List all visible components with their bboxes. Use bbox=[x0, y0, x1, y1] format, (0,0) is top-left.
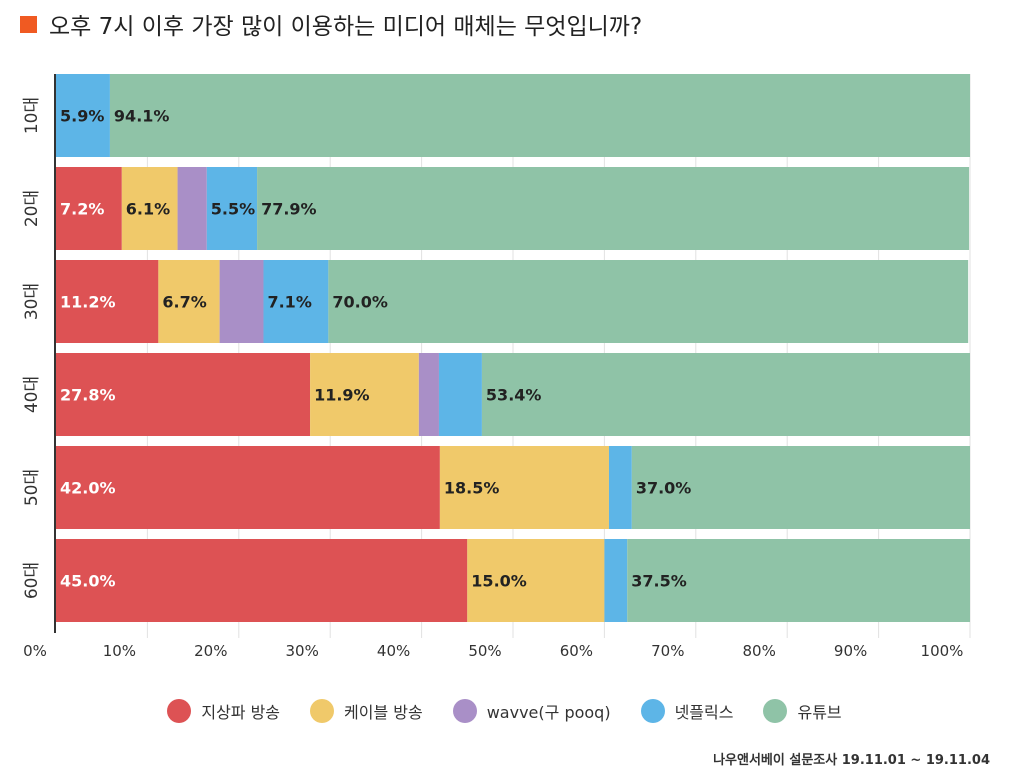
bar-segment bbox=[206, 167, 258, 250]
chart-legend: 지상파 방송 케이블 방송 wavve(구 pooq) 넷플릭스 유튜브 bbox=[0, 696, 1009, 726]
x-tick-label: 80% bbox=[743, 642, 776, 660]
data-label: 11.9% bbox=[314, 386, 370, 405]
bar-segment bbox=[310, 353, 419, 436]
category-label: 60대 bbox=[22, 562, 42, 599]
legend-label: 케이블 방송 bbox=[344, 703, 423, 722]
data-label: 37.0% bbox=[636, 479, 692, 498]
chart-title: 오후 7시 이후 가장 많이 이용하는 미디어 매체는 무엇입니까? bbox=[49, 14, 643, 40]
bar-segment bbox=[608, 446, 632, 529]
legend-swatch bbox=[452, 699, 477, 723]
x-tick-label: 70% bbox=[651, 642, 684, 660]
data-label: 5.9% bbox=[60, 107, 104, 126]
legend-label: 유튜브 bbox=[797, 703, 842, 722]
legend-item: wavve(구 pooq) bbox=[452, 699, 611, 723]
category-label: 10대 bbox=[22, 97, 42, 134]
legend-label: 넷플릭스 bbox=[674, 703, 734, 722]
category-label: 30대 bbox=[22, 283, 42, 320]
bar-segment bbox=[627, 539, 970, 622]
legend-swatch bbox=[763, 699, 788, 723]
category-label: 20대 bbox=[22, 190, 42, 227]
legend-item: 넷플릭스 bbox=[640, 699, 734, 723]
x-tick-label: 100% bbox=[921, 642, 964, 660]
legend-label: wavve(구 pooq) bbox=[486, 703, 611, 722]
data-label: 7.2% bbox=[60, 200, 104, 219]
bar-segment bbox=[177, 167, 207, 250]
data-label: 11.2% bbox=[60, 293, 116, 312]
x-tick-label: 90% bbox=[834, 642, 867, 660]
bar-segment bbox=[56, 353, 311, 436]
bar-segment bbox=[56, 446, 440, 529]
bar-segment bbox=[418, 353, 439, 436]
bar-segment bbox=[121, 167, 178, 250]
source-note: 나우앤서베이 설문조사 19.11.01 ~ 19.11.04 bbox=[713, 753, 990, 768]
bar-segment bbox=[56, 167, 122, 250]
bar-segment bbox=[56, 260, 159, 343]
legend-swatch bbox=[310, 699, 335, 723]
title-square-icon bbox=[20, 15, 37, 33]
data-label: 7.1% bbox=[267, 293, 311, 312]
chart-title-wrap: 오후 7시 이후 가장 많이 이용하는 미디어 매체는 무엇입니까? bbox=[20, 8, 642, 40]
data-label: 53.4% bbox=[486, 386, 542, 405]
bar-segment bbox=[328, 260, 969, 343]
x-tick-label: 0% bbox=[23, 642, 47, 660]
data-label: 42.0% bbox=[60, 479, 116, 498]
bar-segment bbox=[56, 539, 468, 622]
data-label: 70.0% bbox=[332, 293, 388, 312]
bar-segment bbox=[263, 260, 329, 343]
x-tick-label: 20% bbox=[194, 642, 227, 660]
bar-segment bbox=[109, 74, 970, 157]
x-tick-label: 40% bbox=[377, 642, 410, 660]
legend-label: 지상파 방송 bbox=[201, 703, 281, 722]
x-tick-label: 10% bbox=[103, 642, 136, 660]
bar-segment bbox=[631, 446, 970, 529]
category-label: 50대 bbox=[22, 469, 42, 506]
bar-segment bbox=[219, 260, 264, 343]
legend-item: 유튜브 bbox=[763, 699, 842, 723]
legend-swatch bbox=[640, 699, 665, 723]
x-tick-label: 50% bbox=[468, 642, 501, 660]
bar-segment bbox=[467, 539, 605, 622]
data-label: 5.5% bbox=[211, 200, 255, 219]
bar-segment bbox=[158, 260, 220, 343]
legend-item: 지상파 방송 bbox=[167, 699, 280, 723]
data-label: 77.9% bbox=[261, 200, 317, 219]
data-label: 45.0% bbox=[60, 572, 116, 591]
data-label: 6.1% bbox=[126, 200, 170, 219]
legend-swatch bbox=[167, 699, 192, 723]
bar-segment bbox=[257, 167, 970, 250]
data-label: 27.8% bbox=[60, 386, 116, 405]
legend-item: 케이블 방송 bbox=[310, 699, 423, 723]
data-label: 18.5% bbox=[444, 479, 500, 498]
data-label: 94.1% bbox=[114, 107, 170, 126]
bar-segment bbox=[481, 353, 970, 436]
data-label: 37.5% bbox=[631, 572, 687, 591]
x-tick-label: 60% bbox=[560, 642, 593, 660]
bar-segment bbox=[56, 74, 110, 157]
bar-segment bbox=[438, 353, 482, 436]
data-label: 15.0% bbox=[471, 572, 527, 591]
bar-segment bbox=[439, 446, 609, 529]
bar-segment bbox=[604, 539, 628, 622]
category-label: 40대 bbox=[22, 376, 42, 413]
data-label: 6.7% bbox=[162, 293, 206, 312]
x-tick-label: 30% bbox=[286, 642, 319, 660]
